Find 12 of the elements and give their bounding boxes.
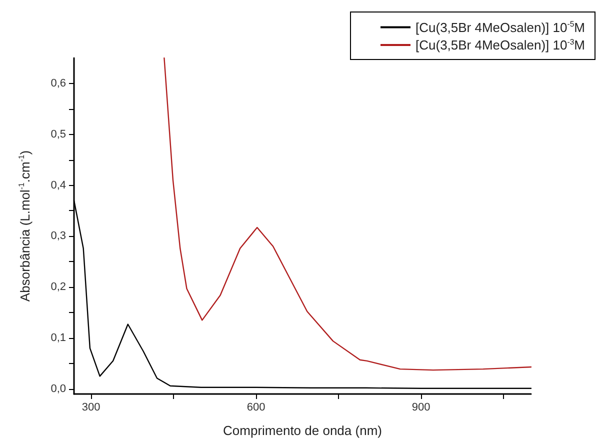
x-axis-title: Comprimento de onda (nm): [223, 423, 382, 438]
y-tick-label: 0,3: [50, 230, 66, 242]
y-tick-label: 0,5: [50, 128, 66, 140]
y-tick-label: 0,1: [50, 332, 66, 344]
x-tick-label: 600: [246, 402, 266, 414]
x-tick-label: 900: [412, 402, 430, 414]
line-series: [164, 57, 532, 371]
y-tick-label: 0,4: [50, 179, 66, 192]
x-tick-label: 300: [82, 402, 100, 414]
y-tick-label: 0,2: [50, 281, 66, 294]
y-tick-label: 0,6: [50, 77, 66, 90]
y-tick-label: 0,0: [50, 382, 66, 395]
